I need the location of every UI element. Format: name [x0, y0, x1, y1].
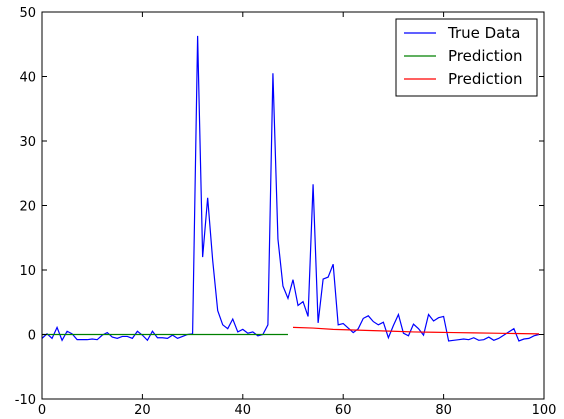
legend: True Data Prediction Prediction: [395, 18, 538, 97]
y-tick-label: -10: [15, 393, 36, 408]
y-tick-label: 40: [19, 71, 36, 86]
x-tick-label: 0: [38, 403, 46, 418]
legend-label-2: Prediction: [448, 70, 523, 88]
x-tick-label: 80: [435, 403, 452, 418]
x-axis: 0 20 40 60 80 100: [38, 12, 557, 418]
series-line-2: [292, 326, 539, 335]
y-axis: -10 0 10 20 30 40 50: [15, 6, 544, 408]
legend-box: [395, 18, 538, 97]
y-tick-label: 50: [19, 6, 36, 21]
y-tick-label: 20: [19, 200, 36, 215]
y-tick-label: 0: [28, 329, 36, 344]
plot-lines: [41, 35, 540, 342]
x-tick-label: 100: [532, 403, 557, 418]
x-tick-label: 20: [134, 403, 151, 418]
y-tick-label: 10: [19, 264, 36, 279]
x-tick-label: 60: [335, 403, 352, 418]
legend-label-1: Prediction: [448, 47, 523, 65]
legend-label-0: True Data: [447, 24, 520, 42]
series-line-0: [41, 35, 540, 342]
y-tick-label: 30: [19, 135, 36, 150]
x-tick-label: 40: [235, 403, 252, 418]
